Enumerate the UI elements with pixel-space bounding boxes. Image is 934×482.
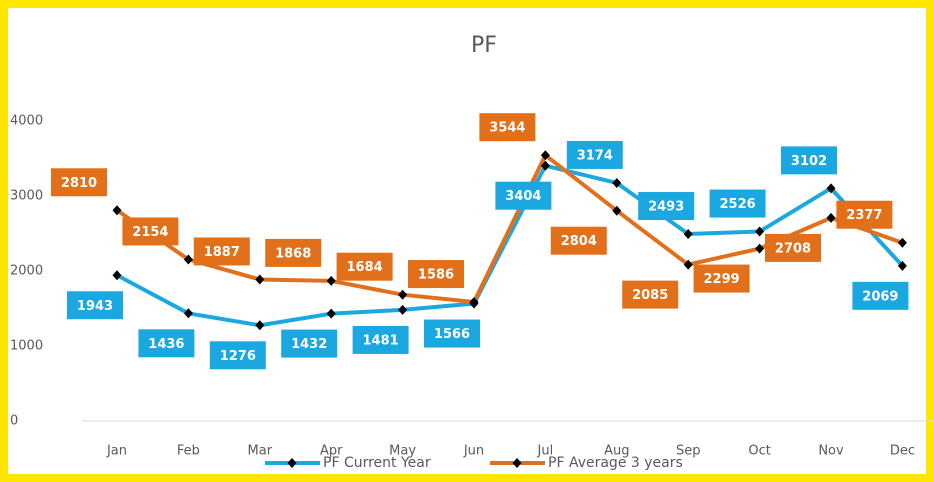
data-label-bg — [408, 260, 464, 289]
marker — [612, 177, 622, 188]
data-label: 1943 — [77, 299, 113, 314]
data-label-bg — [193, 237, 250, 266]
data-label: 3544 — [489, 121, 525, 136]
data-label-bg — [566, 140, 623, 169]
data-label: 2708 — [775, 241, 811, 256]
data-label: 2085 — [632, 288, 668, 303]
data-label: 1868 — [275, 246, 311, 261]
marker — [398, 289, 408, 300]
marker — [112, 270, 122, 281]
marker — [612, 205, 622, 216]
marker — [826, 212, 836, 223]
x-tick-label: Jan — [106, 444, 127, 459]
data-label-bg — [336, 252, 393, 281]
marker — [326, 275, 336, 286]
data-label-bg — [265, 238, 322, 267]
data-label-bg — [638, 192, 695, 221]
marker — [398, 304, 408, 315]
data-label: 2069 — [862, 289, 898, 304]
x-tick-label: Nov — [818, 444, 844, 459]
marker — [540, 160, 550, 171]
marker — [183, 254, 193, 265]
y-tick-label: 2000 — [10, 264, 43, 279]
data-label: 1432 — [291, 337, 327, 352]
data-label: 1481 — [363, 333, 399, 348]
x-tick-label: Mar — [248, 444, 273, 459]
marker — [112, 205, 122, 216]
marker — [469, 297, 479, 308]
legend-marker — [512, 458, 522, 468]
marker — [255, 320, 265, 331]
data-label: 1276 — [220, 349, 256, 364]
x-tick-label: Aug — [604, 444, 629, 459]
marker — [183, 308, 193, 319]
data-label-bg — [622, 280, 679, 309]
data-label-bg — [67, 291, 123, 320]
data-label-bg — [424, 319, 480, 348]
data-label: 1684 — [347, 260, 383, 275]
data-label: 1436 — [148, 337, 184, 352]
data-label-bg — [209, 341, 266, 370]
data-label: 1586 — [418, 268, 454, 283]
marker — [826, 183, 836, 194]
x-tick-label: Dec — [890, 444, 915, 459]
marker — [683, 229, 693, 240]
data-label-bg — [281, 329, 338, 358]
data-label: 2377 — [846, 208, 882, 223]
chart-title: PF — [471, 33, 497, 58]
data-label: 1566 — [434, 327, 470, 342]
marker — [540, 150, 550, 161]
data-label: 3404 — [505, 189, 541, 204]
x-tick-label: Sep — [676, 444, 701, 459]
marker — [683, 259, 693, 270]
data-label-bg — [550, 226, 607, 255]
data-label-bg — [122, 217, 179, 246]
data-label-bg — [836, 200, 893, 229]
x-tick-label: Apr — [320, 444, 343, 459]
x-tick-label: Jun — [463, 444, 484, 459]
marker — [897, 237, 907, 248]
data-label-bg — [709, 189, 766, 218]
marker — [755, 226, 765, 237]
y-tick-label: 4000 — [10, 114, 43, 129]
legend-label: PF Current Year — [323, 455, 431, 471]
data-label: 1887 — [204, 245, 240, 260]
data-label-bg — [781, 146, 837, 175]
data-label-bg — [138, 329, 195, 358]
x-tick-label: Oct — [748, 444, 770, 459]
legend-marker — [287, 458, 297, 468]
marker — [255, 274, 265, 285]
x-tick-label: Jul — [537, 444, 554, 459]
data-label: 2526 — [720, 197, 756, 212]
data-label-bg — [852, 281, 909, 310]
data-label-bg — [479, 113, 536, 142]
y-tick-label: 0 — [10, 414, 18, 429]
x-tick-label: May — [389, 444, 416, 459]
data-label: 2154 — [132, 225, 168, 240]
data-label: 2804 — [561, 234, 597, 249]
data-label: 2299 — [704, 272, 740, 287]
y-tick-label: 1000 — [10, 339, 43, 354]
x-tick-label: Feb — [177, 444, 200, 459]
data-label-bg — [495, 181, 552, 210]
data-label: 3102 — [791, 154, 827, 169]
data-label-bg — [352, 325, 409, 354]
marker — [897, 260, 907, 271]
data-label: 3174 — [577, 148, 613, 163]
data-label-bg — [693, 264, 750, 293]
y-tick-label: 3000 — [10, 189, 43, 204]
legend-label: PF Average 3 years — [548, 455, 683, 471]
marker — [326, 308, 336, 319]
data-label-bg — [51, 168, 107, 197]
series-line — [116, 163, 904, 328]
data-label: 2493 — [648, 200, 684, 215]
data-label-bg — [765, 233, 821, 262]
marker — [755, 243, 765, 254]
data-label: 2810 — [61, 176, 97, 191]
